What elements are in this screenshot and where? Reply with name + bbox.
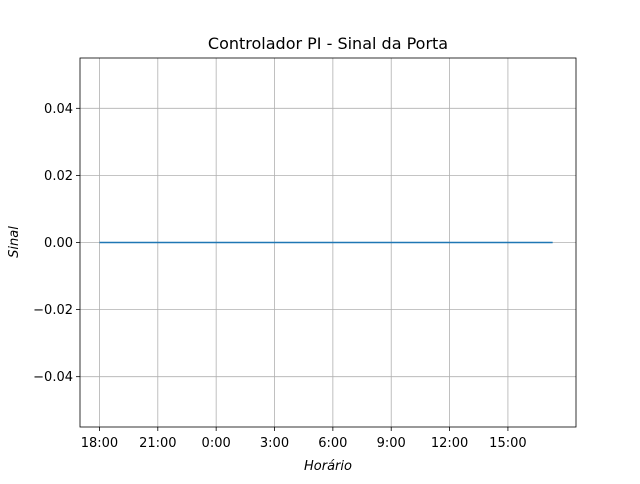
x-tick-label: 9:00 [377, 436, 406, 451]
y-tick-label: −0.04 [33, 370, 73, 385]
y-tick-label: 0.00 [44, 236, 73, 251]
y-tick-label: −0.02 [33, 303, 73, 318]
y-axis-label: Sinal [7, 226, 22, 258]
x-tick-label: 3:00 [260, 436, 289, 451]
x-tick-label: 6:00 [318, 436, 347, 451]
x-axis-label: Horário [304, 459, 352, 474]
x-tick-label: 12:00 [431, 436, 468, 451]
y-tick-label: 0.02 [44, 169, 73, 184]
ticks-layer: 18:00 21:00 0:00 3:00 6:00 9:00 12:00 15:00 −0.0… [33, 102, 526, 451]
x-tick-label: 0:00 [202, 436, 231, 451]
x-tick-label: 15:00 [489, 436, 526, 451]
x-tick-label: 21:00 [139, 436, 176, 451]
chart-title: Controlador PI - Sinal da Porta [208, 34, 448, 53]
x-tick-label: 18:00 [81, 436, 118, 451]
y-tick-label: 0.04 [44, 102, 73, 117]
